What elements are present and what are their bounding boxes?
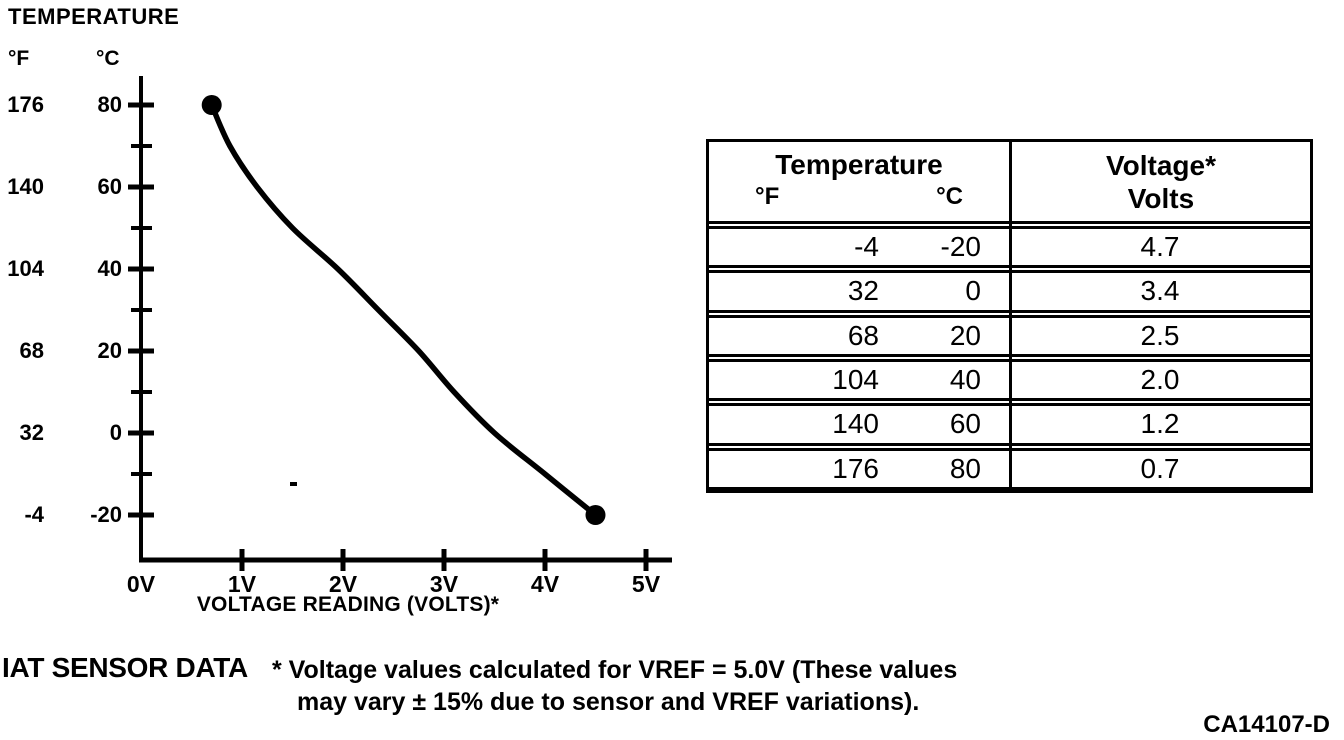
y-tick-label-celsius: 0 [109,420,122,445]
y-tick-label-fahrenheit: 32 [19,420,44,445]
y-tick-label-fahrenheit: 104 [7,256,44,281]
table-header-row: Temperature °F °C Voltage* Volts [709,142,1310,224]
y-tick-label-celsius: 60 [97,174,122,199]
table-header-voltage-line2: Volts [1127,183,1195,214]
footnote-line-1: * Voltage values calculated for VREF = 5… [272,656,958,684]
y-tick-label-fahrenheit: 176 [7,92,44,117]
y-tick-label-celsius: 40 [97,256,122,281]
curve-endpoint-marker [585,505,606,525]
y-tick-label-celsius: 80 [97,92,122,117]
cell-celsius: -20 [940,231,981,263]
cell-volts: 4.7 [1140,231,1180,263]
sensor-data-table: Temperature °F °C Voltage* Volts -4 -20 4.… [706,139,1313,493]
table-header-temperature-group: Temperature °F °C [709,142,1009,221]
table-header-temperature: Temperature [775,149,943,180]
scan-artifact-dash [290,482,297,486]
table-header-voltage: Voltage* Volts [1012,142,1310,221]
cell-fahrenheit: 176 [832,452,879,484]
x-tick-label: 1V [227,571,257,597]
y-axis-unit-fahrenheit: °F [8,47,30,70]
y-tick-label-fahrenheit: 68 [19,338,44,363]
cell-volts: 1.2 [1140,408,1180,440]
table-header-voltage-line1: Voltage* [1106,150,1216,181]
x-axis-title: VOLTAGE READING (VOLTS)* [196,593,500,616]
table-header-fahrenheit: °F [755,183,780,210]
cell-celsius: 60 [949,408,981,440]
cell-fahrenheit: 104 [832,364,879,396]
cell-volts: 2.5 [1140,319,1180,351]
table-column-divider [1009,142,1012,490]
y-tick-label-celsius: -20 [90,502,122,527]
figure-id: CA14107-D [1203,711,1330,738]
y-tick-label-fahrenheit: -4 [24,502,44,527]
table-header-celsius: °C [936,183,963,210]
cell-volts: 0.7 [1140,452,1180,484]
sensor-response-curve [208,102,599,518]
y-tick-label-fahrenheit: 140 [7,174,44,199]
x-tick-label: 5V [631,571,661,597]
chart-canvas [128,76,672,571]
curve-endpoint-marker [201,95,222,115]
cell-celsius: 0 [965,275,981,307]
cell-celsius: 40 [949,364,981,396]
x-tick-label: 3V [429,571,459,597]
cell-celsius: 20 [949,319,981,351]
x-tick-label: 4V [530,571,560,597]
cell-fahrenheit: 140 [832,408,879,440]
chart-title: TEMPERATURE [8,4,180,29]
cell-celsius: 80 [949,452,981,484]
y-tick-label-celsius: 20 [97,338,122,363]
figure-caption-title: IAT SENSOR DATA [2,652,248,683]
x-tick-label: 2V [328,571,358,597]
x-tick-label: 0V [126,571,156,597]
footnote-line-2: may vary ± 15% due to sensor and VREF va… [297,688,920,716]
cell-fahrenheit: -4 [854,231,879,263]
y-axis-unit-celsius: °C [96,47,120,70]
cell-fahrenheit: 32 [847,275,879,307]
cell-volts: 2.0 [1140,364,1180,396]
cell-volts: 3.4 [1140,275,1180,307]
cell-fahrenheit: 68 [847,319,879,351]
